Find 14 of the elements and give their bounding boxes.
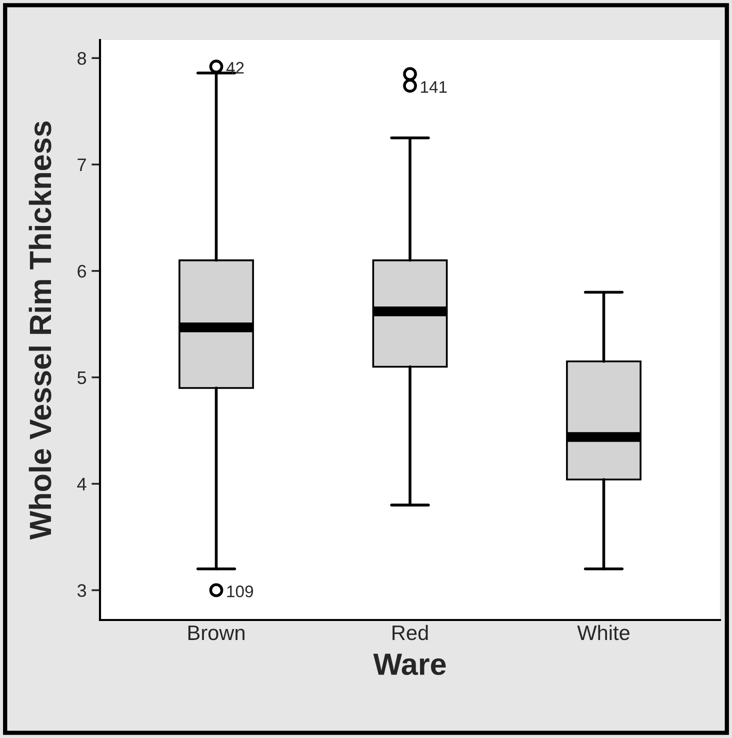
annotation: 141 <box>420 81 447 93</box>
annotation: 109 <box>227 586 253 598</box>
y-tick-label: 5 <box>77 371 86 384</box>
y-tick-label: 4 <box>77 478 86 490</box>
y-axis-title: Whole Vessel Rim Thickness <box>28 122 52 540</box>
x-axis-title: Ware <box>373 654 446 676</box>
y-tick-label: 7 <box>78 158 86 172</box>
x-tick-label: Red <box>392 624 428 640</box>
y-tick-label: 3 <box>77 584 86 597</box>
y-tick-label: 8 <box>78 52 86 65</box>
annotation: 42 <box>226 62 244 74</box>
x-tick-label: Brown <box>188 626 244 640</box>
x-tick-label: White <box>577 624 630 640</box>
y-tick-label: 6 <box>78 264 86 278</box>
